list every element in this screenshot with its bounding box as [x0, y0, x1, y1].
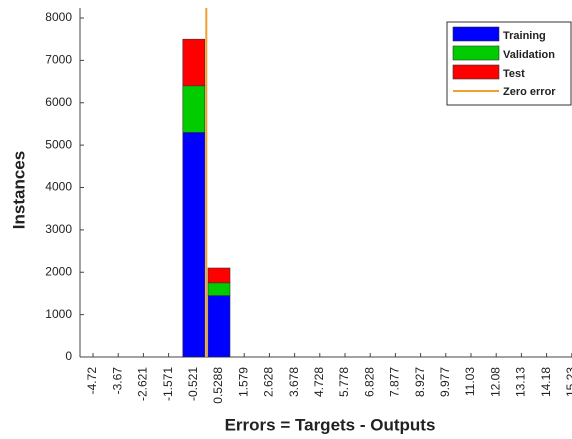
legend: Training Validation Test Zero error	[446, 21, 572, 106]
y-tick-label: 5000	[45, 137, 72, 151]
legend-label: Test	[503, 68, 525, 80]
bar-segment	[207, 282, 231, 296]
x-tick-label: 1.579	[236, 367, 250, 397]
bar-segment	[207, 295, 231, 358]
bar-segment	[182, 85, 206, 133]
x-tick-label: 4.728	[312, 367, 326, 397]
y-tick-label: 0	[65, 349, 72, 363]
y-tick-label: 3000	[45, 222, 72, 236]
y-tick-label: 2000	[45, 264, 72, 278]
x-tick-label: 7.877	[388, 367, 402, 397]
bar-segment	[182, 38, 206, 87]
x-tick-label: 15.23	[564, 367, 572, 397]
x-tick-label: 8.927	[413, 367, 427, 397]
legend-swatch	[452, 64, 500, 80]
x-tick-label: 0.5288	[211, 367, 225, 404]
x-tick-label: 9.977	[438, 367, 452, 397]
y-tick-label: 4000	[45, 180, 72, 194]
x-tick-label: -1.571	[161, 367, 175, 401]
legend-swatch	[452, 26, 500, 42]
x-tick-label: 6.828	[362, 367, 376, 397]
y-tick-label: 7000	[45, 53, 72, 67]
x-tick-label: 5.778	[337, 367, 351, 397]
bar-segment	[182, 132, 206, 358]
legend-label: Zero error	[503, 86, 556, 98]
x-tick-label: -4.72	[85, 367, 99, 395]
y-axis-title: Instances	[9, 151, 28, 229]
x-tick-label: -3.67	[110, 367, 124, 395]
y-tick-label: 1000	[45, 307, 72, 321]
x-axis-title: Errors = Targets - Outputs	[225, 415, 436, 434]
x-tick-label: 13.13	[514, 367, 528, 397]
x-tick-label: -0.521	[186, 367, 200, 401]
x-tick-label: 11.03	[463, 367, 477, 396]
y-tick-label: 6000	[45, 95, 72, 109]
x-tick-label: 3.678	[287, 367, 301, 397]
x-tick-label: 12.08	[488, 367, 502, 397]
x-tick-label: -2.621	[136, 367, 150, 401]
bar-segment	[207, 267, 231, 284]
x-tick-label: 14.18	[539, 367, 553, 397]
legend-label: Training	[503, 30, 546, 42]
y-tick-label: 8000	[45, 10, 72, 24]
legend-label: Validation	[503, 49, 555, 61]
x-tick-label: 2.628	[262, 367, 276, 397]
legend-swatch	[452, 45, 500, 61]
